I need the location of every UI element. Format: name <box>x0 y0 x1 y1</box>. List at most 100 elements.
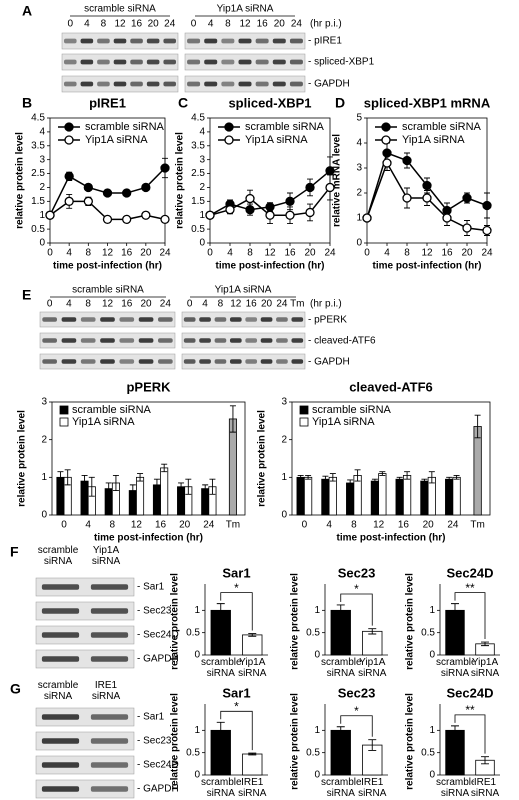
chart-title: cleaved-ATF6 <box>349 379 433 394</box>
error-bar <box>202 484 209 493</box>
y-tick-label: 0 <box>356 238 362 249</box>
y-axis-label: relative protein level <box>170 573 181 670</box>
lane-label: 24 <box>160 299 172 310</box>
group-label: Yip1A siRNA <box>91 545 121 567</box>
band-label: - GAPDH <box>308 79 350 90</box>
y-tick-label: 1 <box>39 210 45 221</box>
legend-label: scramble siRNA <box>245 121 325 133</box>
x-tick-label-box: IRE1 siRNA <box>471 777 499 799</box>
significance-bracket <box>220 592 253 631</box>
legend-label: scramble siRNA <box>72 404 152 416</box>
error-bar <box>453 475 460 480</box>
blot <box>35 731 135 751</box>
legend-label: Yip1A siRNA <box>245 134 308 146</box>
blot-band <box>276 359 288 364</box>
data-point <box>102 188 113 198</box>
lane-label: 12 <box>102 299 114 310</box>
x-tick-label: 16 <box>398 520 410 531</box>
blot-band <box>90 714 129 720</box>
panel-label: C <box>178 95 188 111</box>
data-point <box>285 210 295 220</box>
bar <box>242 753 263 776</box>
x-tick-label: 16 <box>121 248 133 259</box>
y-tick-label: 2 <box>39 182 45 193</box>
x-tick-label: Tm <box>470 520 484 531</box>
y-axis-label: relative protein level <box>175 132 186 229</box>
error-bar <box>57 471 64 484</box>
y-tick-label: 1 <box>281 472 287 483</box>
x-tick-label: 24 <box>447 520 459 531</box>
band-label: - pIRE1 <box>308 36 342 47</box>
error-bar <box>347 479 354 487</box>
error-bar <box>404 471 411 480</box>
blot-band <box>183 317 196 322</box>
lane-label: 4 <box>84 19 90 30</box>
x-tick-label: 20 <box>179 520 191 531</box>
error-bar <box>474 414 481 439</box>
panel-label: D <box>335 95 345 111</box>
y-tick-label: 2.5 <box>31 168 45 179</box>
legend-label: scramble siRNA <box>312 404 392 416</box>
x-tick-label: scramble siRNA <box>436 777 474 799</box>
legend-marker <box>224 135 234 145</box>
blot-band <box>238 81 252 87</box>
legend-swatch <box>299 417 309 427</box>
blot-band <box>276 338 288 343</box>
blot-band <box>80 81 94 87</box>
blot-band <box>42 359 57 364</box>
y-axis-label: relative protein level <box>405 693 416 790</box>
x-tick-label: 12 <box>421 248 433 259</box>
error-bar <box>137 473 144 482</box>
lane-label: 12 <box>239 19 251 30</box>
x-tick-label: Tm <box>226 520 240 531</box>
x-tick-label: 4 <box>384 248 390 259</box>
y-tick-label: 1 <box>314 725 320 736</box>
legend-marker <box>64 135 74 145</box>
y-tick-label: 5 <box>356 113 362 124</box>
error-bar <box>329 473 336 482</box>
data-point <box>83 196 93 206</box>
y-tick-label: 0 <box>199 238 205 249</box>
panel-label: B <box>22 95 32 111</box>
blot-band <box>130 59 143 65</box>
x-tick-label: Yip1A siRNA <box>470 657 500 679</box>
x-tick-label: 24 <box>203 520 215 531</box>
blot-band <box>61 317 77 322</box>
bar <box>395 478 404 516</box>
x-tick-label: 0 <box>61 520 67 531</box>
bar <box>370 480 380 516</box>
data-point <box>285 196 295 206</box>
legend-swatch <box>59 405 69 415</box>
x-tick-label: 8 <box>404 248 410 259</box>
lane-label: 4 <box>66 299 72 310</box>
x-tick-label: 20 <box>140 248 152 259</box>
x-tick-label: 4 <box>66 248 72 259</box>
y-tick-label: 0 <box>314 650 320 661</box>
data-point <box>225 205 235 215</box>
x-tick-label: 12 <box>102 248 114 259</box>
data-point <box>160 214 170 225</box>
y-tick-label: 0.5 <box>421 747 435 758</box>
bar <box>160 467 169 516</box>
blot-band <box>260 338 273 343</box>
group-label: scramble siRNA <box>72 285 144 296</box>
data-point <box>122 188 132 198</box>
x-tick-label: 0 <box>207 248 213 259</box>
plot-frame <box>291 401 491 516</box>
error-bar <box>305 475 312 480</box>
blot-band <box>260 359 273 364</box>
x-tick-label-box: IRE1 siRNA <box>238 777 266 799</box>
blot-band <box>80 59 94 65</box>
blot-band <box>276 317 288 322</box>
blot <box>35 755 135 775</box>
blot-band <box>214 359 227 364</box>
blot <box>35 649 135 669</box>
y-tick-label: 1 <box>194 605 200 616</box>
x-tick-label: 4 <box>227 248 233 259</box>
plot-frame <box>51 401 246 516</box>
lane-label: 20 <box>274 19 286 30</box>
error-bar <box>451 603 459 618</box>
bar <box>402 475 412 516</box>
blot-band <box>90 608 129 614</box>
x-tick-label: 20 <box>304 248 316 259</box>
